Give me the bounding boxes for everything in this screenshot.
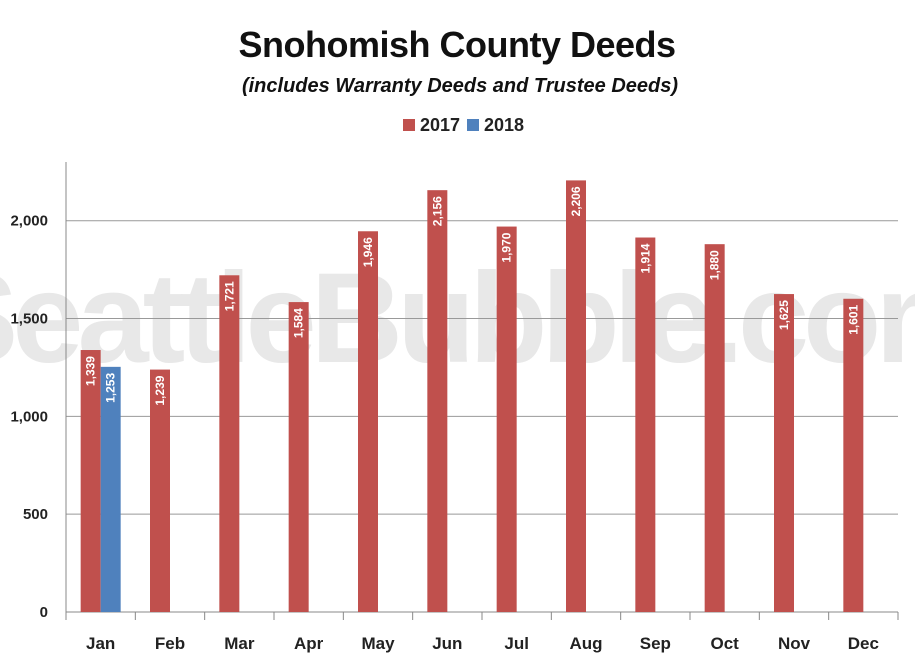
data-label-2017-jun: 2,156 <box>430 196 444 226</box>
legend: 2017 2018 <box>403 115 524 135</box>
x-tick-label-jan: Jan <box>86 634 115 653</box>
y-tick-label: 0 <box>40 604 48 621</box>
data-label-2017-may: 1,946 <box>361 237 375 267</box>
data-label-2017-jan: 1,339 <box>84 356 98 386</box>
x-axis: Jan Feb Mar Apr May Jun Jul Aug Sep Oct Nov Dec <box>86 634 879 653</box>
data-label-2017-apr: 1,584 <box>292 308 306 338</box>
y-tick-label: 500 <box>23 506 48 523</box>
grid <box>65 162 899 620</box>
data-label-2017-nov: 1,625 <box>777 300 791 330</box>
legend-label-2017: 2017 <box>420 115 460 135</box>
bar-2017-mar <box>219 275 240 612</box>
x-tick-label-jul: Jul <box>504 634 529 653</box>
x-tick-label-dec: Dec <box>848 634 879 653</box>
y-axis: 0 500 1,000 1,500 2,000 <box>10 213 48 621</box>
legend-swatch-2018 <box>467 119 479 131</box>
bar-2017-aug <box>566 180 586 613</box>
bars: 1,339 1,239 1,721 1,584 1,946 2,156 1,970 2,206… <box>80 180 864 613</box>
data-label-2018-jan: 1,253 <box>104 373 118 403</box>
y-tick-label: 1,500 <box>10 311 48 328</box>
x-tick-label-may: May <box>361 634 395 653</box>
data-label-2017-feb: 1,239 <box>153 375 167 405</box>
bar-2017-oct <box>704 244 725 612</box>
data-label-2017-mar: 1,721 <box>222 281 236 311</box>
bar-2017-sep <box>635 237 656 613</box>
bar-2017-apr <box>288 302 309 612</box>
chart-title: Snohomish County Deeds <box>238 24 675 65</box>
x-tick-label-feb: Feb <box>155 634 185 653</box>
bar-2017-feb <box>150 369 170 612</box>
bar-2017-dec <box>843 298 864 612</box>
data-label-2017-aug: 2,206 <box>569 186 583 216</box>
data-label-2017-dec: 1,601 <box>846 304 860 334</box>
x-tick-label-mar: Mar <box>224 634 255 653</box>
bar-2017-nov <box>774 294 794 612</box>
bar-2017-jul <box>496 226 517 612</box>
data-label-2017-jul: 1,970 <box>500 232 514 262</box>
bar-2017-jan <box>80 350 101 612</box>
bar-2017-jun <box>427 190 448 612</box>
y-tick-label: 1,000 <box>10 408 48 425</box>
legend-label-2018: 2018 <box>484 115 524 135</box>
data-label-2017-sep: 1,914 <box>638 243 652 273</box>
x-tick-label-jun: Jun <box>432 634 462 653</box>
y-tick-label: 2,000 <box>10 213 48 230</box>
x-tick-label-sep: Sep <box>640 634 671 653</box>
chart-subtitle: (includes Warranty Deeds and Trustee Dee… <box>242 75 678 97</box>
x-tick-label-aug: Aug <box>569 634 602 653</box>
data-label-2017-oct: 1,880 <box>708 250 722 280</box>
x-tick-label-apr: Apr <box>294 634 324 653</box>
bar-2018-jan <box>100 366 121 612</box>
legend-swatch-2017 <box>403 119 415 131</box>
x-tick-label-oct: Oct <box>710 634 739 653</box>
bar-2017-may <box>358 231 378 612</box>
x-tick-label-nov: Nov <box>778 634 811 653</box>
